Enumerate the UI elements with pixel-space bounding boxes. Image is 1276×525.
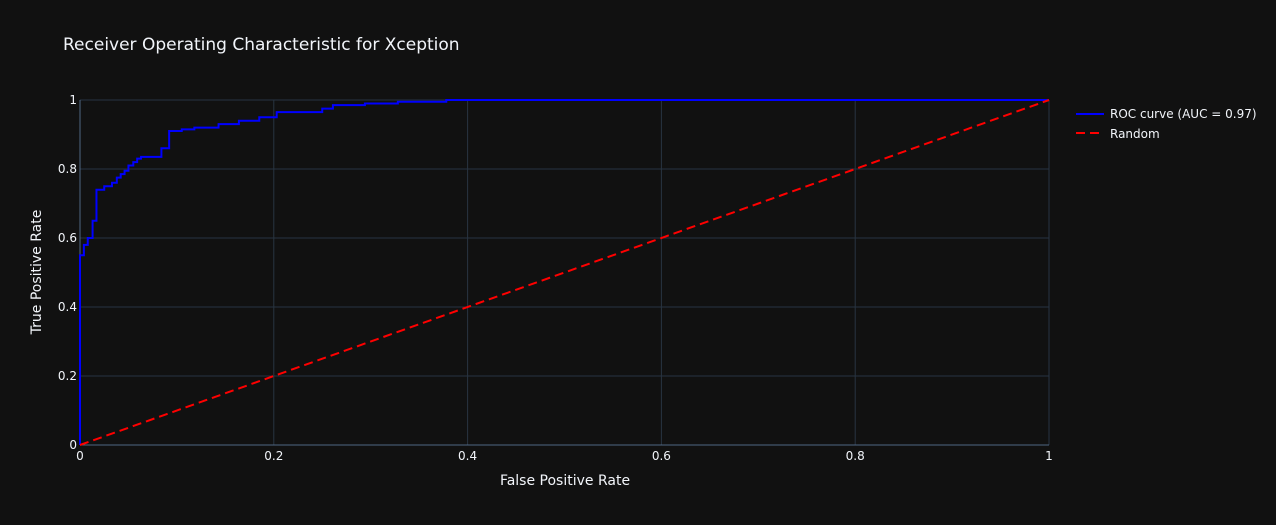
legend[interactable]: ROC curve (AUC = 0.97) Random [1076,107,1257,141]
y-tick-label: 0.4 [58,300,77,314]
roc-curve-line [79,99,1049,445]
y-axis-label: True Positive Rate [29,210,45,336]
legend-label-roc: ROC curve (AUC = 0.97) [1110,107,1257,121]
x-tick-label: 0.8 [846,449,865,463]
legend-item-random[interactable]: Random [1076,127,1160,141]
x-tick-label: 0 [76,449,84,463]
y-tick-label: 1 [69,93,77,107]
y-tick-label: 0.6 [58,231,77,245]
x-tick-label: 0.2 [264,449,283,463]
y-tick-label: 0 [69,438,77,452]
legend-item-roc[interactable]: ROC curve (AUC = 0.97) [1076,107,1257,121]
tick-labels: 0 0.2 0.4 0.6 0.8 1 0 0.2 0.4 0.6 0.8 1 [58,93,1053,463]
legend-label-random: Random [1110,127,1160,141]
random-baseline-line [79,99,1050,446]
x-tick-label: 0.4 [458,449,477,463]
y-tick-label: 0.8 [58,162,77,176]
x-axis-label: False Positive Rate [500,473,630,489]
plot-area [79,99,1050,446]
chart-title: Receiver Operating Characteristic for Xc… [63,35,460,55]
x-tick-label: 0.6 [652,449,671,463]
x-tick-label: 1 [1045,449,1053,463]
y-tick-label: 0.2 [58,369,77,383]
